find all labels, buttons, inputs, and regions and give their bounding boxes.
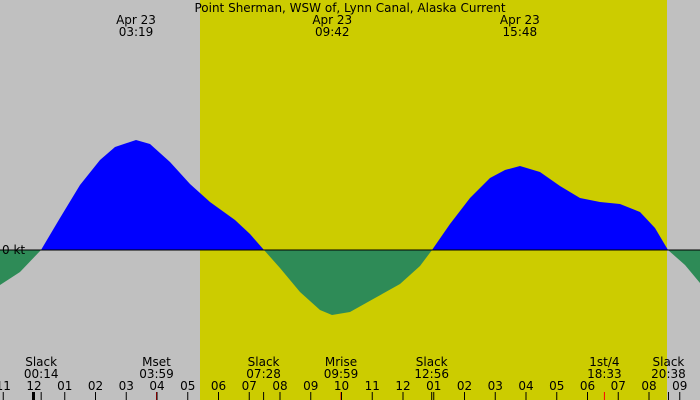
hour-tick-label: 12 <box>395 379 410 393</box>
daylight-band <box>200 0 667 400</box>
ebb-area <box>668 250 700 283</box>
event-time: 00:14 <box>24 367 59 381</box>
event-time: 20:38 <box>651 367 686 381</box>
hour-tick-label: 01 <box>426 379 441 393</box>
hour-tick-label: 10 <box>334 379 349 393</box>
peak-date: Apr 23 <box>312 13 352 27</box>
event-label: Slack <box>653 355 685 369</box>
zero-kt-label: 0 kt <box>2 243 25 257</box>
hour-tick-label: 06 <box>580 379 595 393</box>
event-label: Slack <box>416 355 448 369</box>
hour-tick-label: 11 <box>0 379 11 393</box>
peak-date: Apr 23 <box>116 13 156 27</box>
event-label: 1st/4 <box>589 355 619 369</box>
hour-tick-label: 11 <box>365 379 380 393</box>
flood-area <box>41 140 264 250</box>
midnight-marker <box>32 392 35 400</box>
chart-title: Point Sherman, WSW of, Lynn Canal, Alask… <box>194 1 505 15</box>
hour-tick-label: 07 <box>242 379 257 393</box>
event-time: 12:56 <box>414 367 449 381</box>
hour-tick-label: 04 <box>518 379 533 393</box>
hour-tick-label: 02 <box>457 379 472 393</box>
event-label: Slack <box>248 355 280 369</box>
hour-tick-label: 09 <box>672 379 687 393</box>
hour-tick-label: 06 <box>211 379 226 393</box>
hour-tick-label: 12 <box>26 379 41 393</box>
hour-tick-label: 09 <box>303 379 318 393</box>
ebb-area <box>264 250 432 315</box>
event-label: Mset <box>142 355 171 369</box>
hour-tick-label: 02 <box>88 379 103 393</box>
hour-tick-label: 05 <box>180 379 195 393</box>
hour-tick-label: 03 <box>119 379 134 393</box>
peak-time: 03:19 <box>119 25 154 39</box>
ebb-area <box>0 250 41 285</box>
event-label: Slack <box>25 355 57 369</box>
hour-tick-label: 07 <box>611 379 626 393</box>
peak-time: 15:48 <box>503 25 538 39</box>
hour-tick-label: 05 <box>549 379 564 393</box>
hour-tick-label: 04 <box>149 379 164 393</box>
event-time: 03:59 <box>139 367 174 381</box>
hour-tick-label: 08 <box>641 379 656 393</box>
event-time: 18:33 <box>587 367 622 381</box>
event-time: 07:28 <box>246 367 281 381</box>
hour-tick-label: 03 <box>488 379 503 393</box>
peak-time: 09:42 <box>315 25 350 39</box>
peak-date: Apr 23 <box>500 13 540 27</box>
hour-tick-label: 01 <box>57 379 72 393</box>
hour-tick-label: 08 <box>272 379 287 393</box>
event-label: Mrise <box>325 355 357 369</box>
event-time: 09:59 <box>324 367 359 381</box>
flood-area <box>432 166 668 250</box>
